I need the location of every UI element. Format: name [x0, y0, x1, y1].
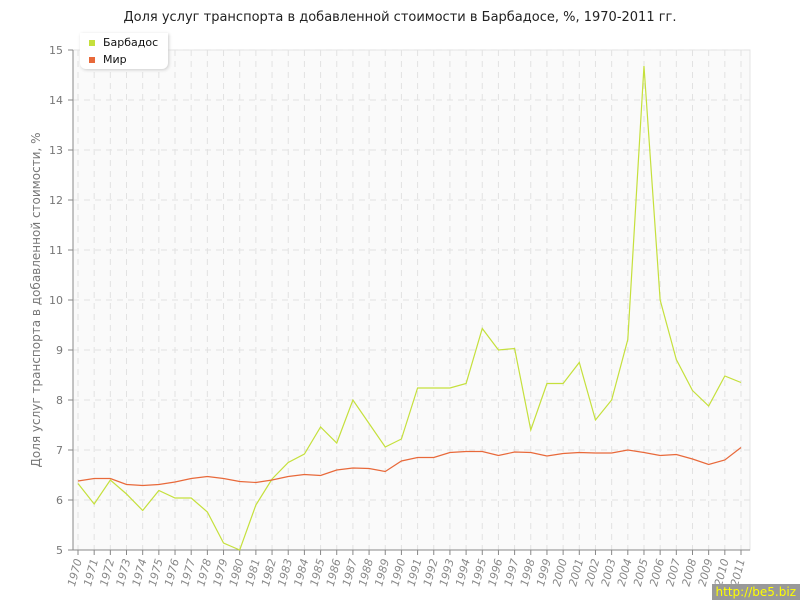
- y-tick-label: 5: [56, 544, 63, 557]
- y-tick-label: 10: [49, 294, 63, 307]
- y-tick-label: 9: [56, 344, 63, 357]
- legend-swatch: [89, 56, 95, 63]
- y-tick-label: 8: [56, 394, 63, 407]
- legend-item-barbados[interactable]: Барбадос: [80, 35, 168, 50]
- y-tick-label: 11: [49, 244, 63, 257]
- y-tick-label: 12: [49, 194, 63, 207]
- legend-swatch: [89, 39, 95, 46]
- y-axis-label: Доля услуг транспорта в добавленной стои…: [29, 133, 43, 468]
- watermark: http://be5.biz: [711, 584, 800, 600]
- y-tick-label: 7: [56, 444, 63, 457]
- legend-item-world[interactable]: Мир: [80, 52, 168, 67]
- legend: Барбадос Мир: [80, 33, 168, 69]
- y-tick-label: 13: [49, 144, 63, 157]
- series-line-0: [77, 65, 742, 551]
- chart-title: Доля услуг транспорта в добавленной стои…: [123, 10, 677, 25]
- series-line-1: [77, 447, 742, 487]
- y-tick-label: 6: [56, 494, 63, 507]
- legend-label: Барбадос: [103, 36, 159, 49]
- y-tick-label: 15: [49, 44, 63, 57]
- legend-label: Мир: [103, 53, 127, 66]
- y-tick-label: 14: [49, 94, 63, 107]
